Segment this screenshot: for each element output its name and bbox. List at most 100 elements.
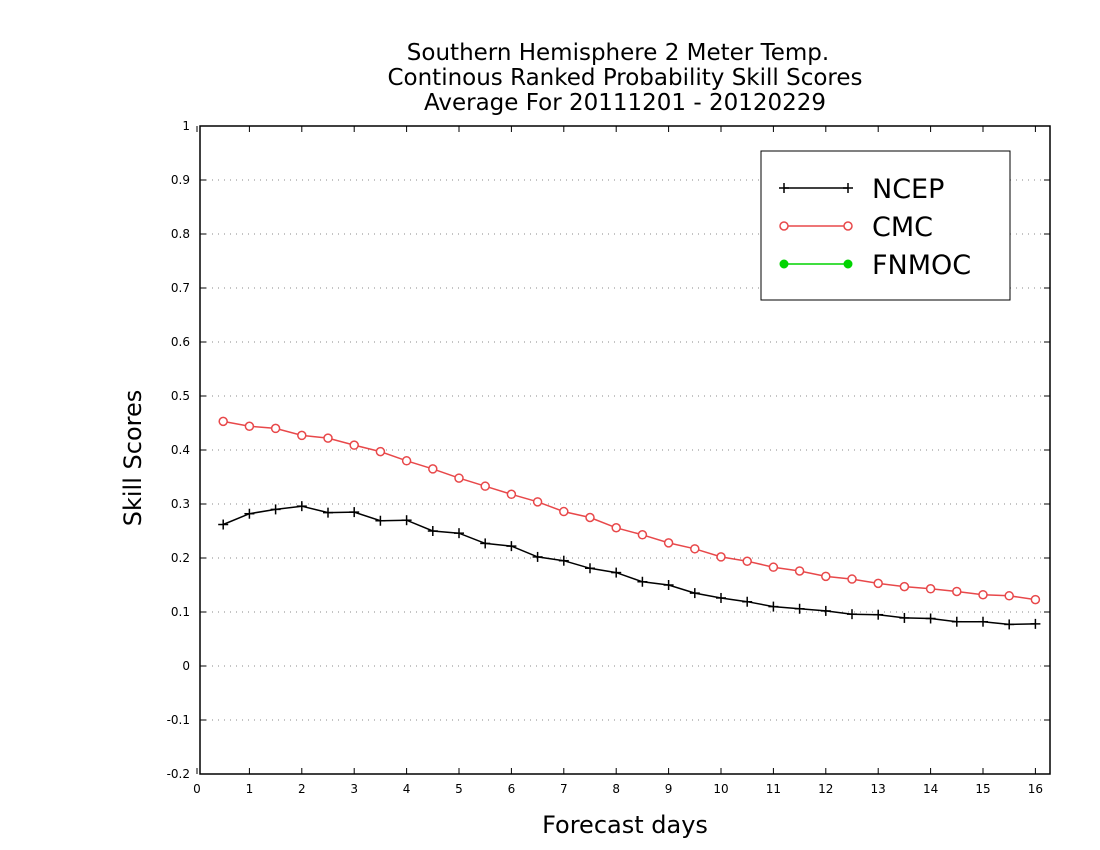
x-tick-label: 13 — [871, 782, 886, 796]
cmc-point — [375, 446, 386, 457]
ncep-point — [663, 580, 674, 590]
x-tick-label: 12 — [818, 782, 833, 796]
cmc-point — [925, 584, 936, 594]
legend-marker — [843, 183, 853, 193]
legend-marker — [843, 221, 853, 231]
y-tick-label: -0.2 — [167, 767, 190, 781]
y-axis-label: Skill Scores — [119, 390, 147, 527]
ncep-point — [899, 612, 910, 623]
x-tick-label: 14 — [923, 782, 938, 796]
legend-item-ncep: NCEP — [779, 174, 944, 205]
y-tick-label: 0 — [182, 659, 190, 673]
legend-item-fnmoc: FNMOC — [779, 250, 971, 281]
axis-ticks: -0.2-0.100.10.20.30.40.50.60.70.80.910 1 2… — [167, 119, 1050, 796]
ncep-line — [222, 505, 1036, 626]
ncep-point — [558, 555, 569, 566]
x-tick-label: 0 — [193, 782, 201, 796]
cmc-point — [480, 481, 490, 491]
ncep-point — [742, 596, 753, 607]
y-tick-label: 0.4 — [171, 443, 190, 457]
cmc-point — [768, 562, 779, 572]
x-tick-label: 5 — [455, 782, 463, 796]
x-tick-label: 16 — [1028, 782, 1043, 796]
ncep-point — [689, 588, 700, 599]
chart-title: Southern Hemisphere 2 Meter Temp. Contin… — [387, 40, 862, 116]
ncep-point — [1004, 619, 1015, 630]
plot-frame — [199, 125, 1051, 775]
x-tick-label: 8 — [612, 782, 620, 796]
ncep-point — [925, 613, 936, 624]
x-tick-label: 4 — [403, 782, 411, 796]
ncep-point — [978, 616, 988, 627]
cmc-point — [663, 538, 674, 548]
series-cmc — [218, 416, 1041, 605]
cmc-point — [611, 523, 621, 533]
y-tick-label: 0.1 — [171, 605, 190, 619]
cmc-point — [559, 506, 569, 517]
cmc-point — [847, 574, 857, 584]
y-tick-label: 1 — [182, 119, 190, 133]
legend-marker — [779, 259, 789, 269]
cmc-point — [716, 552, 726, 562]
chart-title-line-3: Average For 20111201 - 20120229 — [424, 90, 826, 116]
cmc-point — [794, 566, 805, 576]
y-tick-label: 0.5 — [171, 389, 190, 403]
cmc-point — [690, 544, 700, 554]
x-tick-label: 9 — [665, 782, 673, 796]
ncep-point — [349, 507, 360, 518]
ncep-point — [847, 609, 857, 620]
ncep-point — [506, 541, 517, 552]
ncep-point — [820, 605, 831, 616]
y-tick-label: 0.7 — [171, 281, 190, 295]
ncep-point — [873, 609, 884, 620]
cmc-point — [270, 423, 281, 434]
ncep-point — [716, 592, 726, 603]
x-tick-label: 6 — [508, 782, 516, 796]
cmc-point — [401, 456, 412, 466]
series-layer — [218, 416, 1041, 630]
cmc-point — [585, 512, 595, 523]
x-tick-label: 1 — [246, 782, 254, 796]
ncep-point — [375, 515, 386, 526]
legend-label-fnmoc: FNMOC — [872, 250, 971, 281]
legend-label-cmc: CMC — [872, 212, 933, 243]
cmc-point — [349, 440, 359, 450]
x-tick-label: 10 — [713, 782, 728, 796]
y-tick-label: -0.1 — [167, 713, 190, 727]
y-tick-label: 0.9 — [171, 173, 190, 187]
ncep-point — [401, 515, 412, 526]
cmc-point — [428, 464, 438, 474]
cmc-point — [637, 530, 648, 540]
cmc-point — [1030, 594, 1041, 605]
cmc-point — [952, 586, 962, 597]
ncep-point — [532, 551, 543, 562]
ncep-point — [611, 567, 622, 578]
ncep-point — [244, 508, 255, 519]
legend-marker — [779, 183, 789, 193]
cmc-point — [297, 430, 307, 441]
chart-title-line-1: Southern Hemisphere 2 Meter Temp. — [407, 40, 829, 66]
x-tick-label: 7 — [560, 782, 568, 796]
ncep-point — [585, 563, 595, 574]
ncep-point — [480, 538, 491, 549]
ncep-point — [270, 504, 281, 515]
ncep-point — [768, 601, 779, 612]
ncep-point — [454, 528, 464, 539]
ncep-point — [218, 519, 229, 530]
series-ncep — [218, 501, 1041, 630]
y-tick-label: 0.2 — [171, 551, 190, 565]
y-tick-label: 0.8 — [171, 227, 190, 241]
ncep-point — [1030, 618, 1041, 629]
x-axis-label: Forecast days — [542, 811, 708, 839]
legend: NCEP CMC FNMOC — [760, 150, 1011, 301]
cmc-point — [821, 571, 831, 582]
cmc-point — [978, 589, 988, 600]
cmc-point — [873, 578, 883, 589]
ncep-point — [296, 501, 307, 512]
ncep-point — [951, 616, 962, 627]
cmc-point — [244, 421, 255, 431]
cmc-point — [1004, 591, 1014, 601]
y-tick-label: 0.6 — [171, 335, 190, 349]
legend-label-ncep: NCEP — [872, 174, 944, 205]
